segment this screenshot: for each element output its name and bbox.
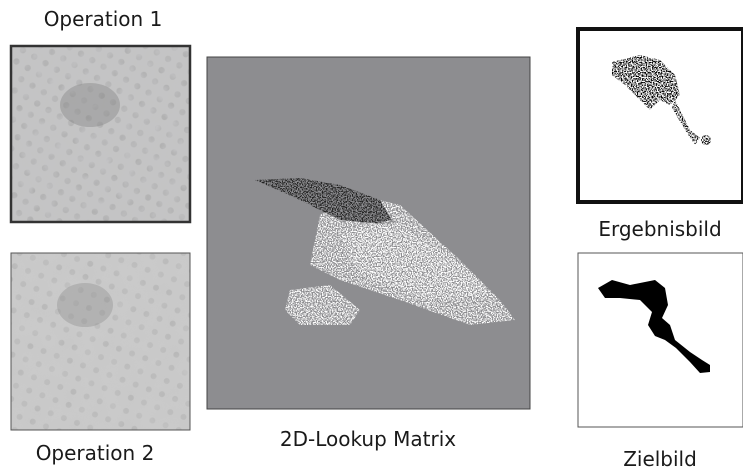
lookup-matrix: [207, 57, 530, 409]
result-image: [578, 29, 743, 202]
target-image: [578, 253, 743, 427]
operation-2-label: Operation 2: [36, 441, 155, 465]
result-image-label: Ergebnisbild: [598, 217, 721, 241]
target-image-label: Zielbild: [623, 447, 697, 471]
operation-1-image: [11, 46, 190, 222]
operation-1-label: Operation 1: [44, 7, 163, 31]
operation-2-image: [11, 253, 190, 430]
figure: Operation 1 Operation 2 2D-Lookup Matrix: [0, 0, 743, 473]
lookup-matrix-label: 2D-Lookup Matrix: [280, 427, 456, 451]
